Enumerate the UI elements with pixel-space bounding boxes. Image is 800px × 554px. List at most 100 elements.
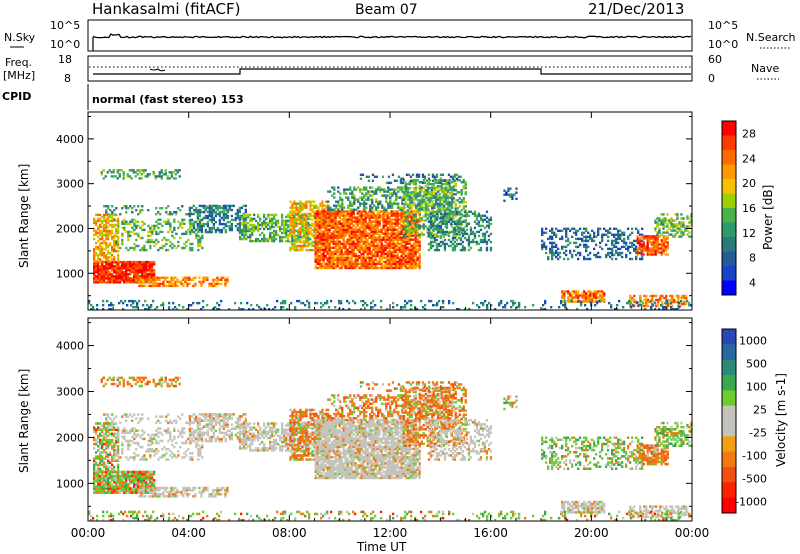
power-cell bbox=[414, 225, 417, 228]
power-cell bbox=[412, 193, 415, 196]
power-cell bbox=[421, 186, 424, 189]
power-cell bbox=[567, 300, 570, 303]
power-cell bbox=[344, 218, 347, 221]
power-cell bbox=[392, 238, 395, 241]
power-cell bbox=[370, 234, 373, 237]
power-cell bbox=[599, 290, 602, 293]
power-cell bbox=[299, 232, 302, 236]
power-cell bbox=[428, 187, 431, 190]
power-cell bbox=[189, 222, 192, 225]
power-cell bbox=[660, 213, 663, 216]
power-cell bbox=[392, 228, 395, 231]
power-cell bbox=[396, 218, 399, 221]
power-cell bbox=[315, 204, 318, 207]
power-cell bbox=[93, 250, 96, 253]
power-cell bbox=[644, 245, 647, 248]
power-cell bbox=[330, 216, 333, 219]
power-cell bbox=[382, 218, 385, 221]
power-cell bbox=[422, 223, 425, 226]
power-cell bbox=[230, 208, 233, 212]
power-cell bbox=[635, 249, 638, 253]
power-cell bbox=[396, 212, 399, 215]
power-cell bbox=[348, 266, 351, 270]
power-cell bbox=[575, 290, 578, 293]
power-cell bbox=[418, 219, 421, 222]
power-cell bbox=[363, 202, 366, 205]
power-cell bbox=[305, 218, 308, 221]
power-cell bbox=[439, 196, 442, 199]
power-cell bbox=[162, 284, 165, 288]
power-cell bbox=[316, 252, 319, 256]
power-cell bbox=[123, 265, 126, 268]
power-cell bbox=[414, 209, 417, 212]
power-cell bbox=[380, 238, 383, 241]
power-cell bbox=[191, 224, 194, 228]
power-cell bbox=[410, 218, 413, 221]
power-cell bbox=[374, 256, 377, 260]
power-cell bbox=[365, 202, 368, 205]
power-cell bbox=[579, 294, 582, 297]
power-cell bbox=[336, 250, 339, 253]
power-cell bbox=[362, 240, 365, 243]
power-cell bbox=[427, 177, 431, 180]
power-cell bbox=[593, 290, 596, 293]
power-cell bbox=[455, 210, 459, 213]
power-cell bbox=[204, 208, 207, 212]
power-cell bbox=[579, 237, 582, 241]
power-cell bbox=[425, 204, 428, 207]
power-cell bbox=[561, 296, 564, 299]
power-cell bbox=[215, 207, 218, 210]
power-cell bbox=[97, 275, 100, 278]
power-cell bbox=[346, 222, 349, 225]
power-cell bbox=[673, 298, 676, 302]
power-cell bbox=[113, 223, 116, 227]
power-cell bbox=[390, 238, 393, 241]
power-cell bbox=[326, 228, 329, 231]
power-cell bbox=[583, 298, 586, 301]
power-cell bbox=[565, 231, 568, 234]
power-cell bbox=[338, 234, 341, 237]
power-cell bbox=[197, 244, 200, 248]
power-cell bbox=[153, 269, 156, 272]
power-cell bbox=[374, 218, 377, 221]
power-cell bbox=[670, 229, 673, 232]
power-cell bbox=[427, 248, 431, 252]
power-cell bbox=[589, 290, 592, 293]
power-cell bbox=[581, 239, 584, 243]
power-cell bbox=[432, 211, 435, 214]
power-cell bbox=[111, 205, 114, 208]
power-cell bbox=[299, 230, 302, 234]
power-cell bbox=[418, 209, 421, 212]
power-cell bbox=[404, 244, 407, 247]
power-cell bbox=[184, 278, 187, 281]
power-cell bbox=[115, 219, 118, 223]
power-cell bbox=[279, 225, 282, 229]
power-cell bbox=[378, 248, 381, 251]
power-cell bbox=[422, 233, 425, 236]
power-cell bbox=[414, 238, 417, 241]
nsky-left-tick-top: 10^5 bbox=[50, 19, 80, 32]
power-cell bbox=[205, 205, 208, 208]
power-cell bbox=[297, 222, 300, 225]
power-cell bbox=[402, 235, 405, 238]
power-cell bbox=[261, 225, 264, 229]
power-cell bbox=[567, 257, 570, 261]
power-cell bbox=[239, 223, 242, 227]
power-cell bbox=[651, 294, 654, 298]
power-cell bbox=[424, 215, 427, 218]
power-cell bbox=[188, 230, 191, 234]
power-cell bbox=[340, 260, 343, 264]
power-cell bbox=[557, 229, 560, 232]
power-cell bbox=[358, 266, 361, 270]
power-cell bbox=[645, 304, 648, 308]
power-cell bbox=[137, 271, 140, 274]
power-cell bbox=[172, 284, 175, 288]
power-cell bbox=[325, 232, 328, 236]
power-cell bbox=[591, 292, 594, 295]
power-cell bbox=[366, 234, 369, 237]
power-cell bbox=[481, 238, 485, 242]
power-cell bbox=[589, 292, 592, 295]
power-cell bbox=[137, 279, 140, 282]
power-cell bbox=[670, 233, 673, 236]
power-cell bbox=[332, 266, 335, 270]
